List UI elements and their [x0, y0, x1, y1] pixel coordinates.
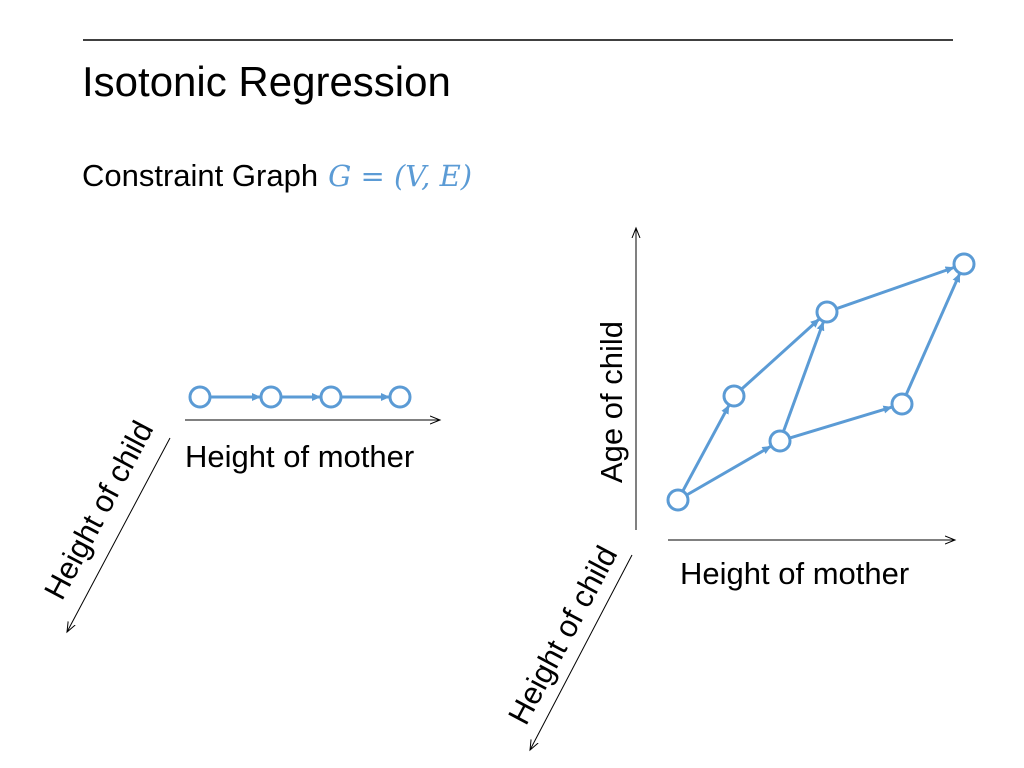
node [768, 429, 792, 453]
edge [685, 445, 772, 497]
edge [681, 404, 731, 492]
node [388, 385, 412, 409]
edge [904, 273, 961, 396]
node [722, 384, 746, 408]
node [952, 252, 976, 276]
subtitle-text: Constraint Graph [82, 158, 318, 193]
x-axis-label: Height of mother [185, 439, 414, 474]
node [666, 488, 690, 512]
node [259, 385, 283, 409]
edge [835, 266, 955, 311]
edge [789, 405, 893, 440]
z-axis [530, 554, 633, 750]
node [319, 385, 343, 409]
edge [740, 318, 820, 391]
edge [782, 321, 825, 433]
node [890, 392, 914, 416]
subtitle: Constraint Graph G = (V, E) [82, 158, 472, 193]
node [188, 385, 212, 409]
x-axis-label: Height of mother [680, 556, 909, 591]
y-axis-label: Age of child [594, 321, 629, 483]
z-axis [67, 437, 171, 632]
node [815, 300, 839, 324]
slide-title: Isotonic Regression [82, 58, 451, 105]
formula: G = (V, E) [328, 159, 472, 193]
